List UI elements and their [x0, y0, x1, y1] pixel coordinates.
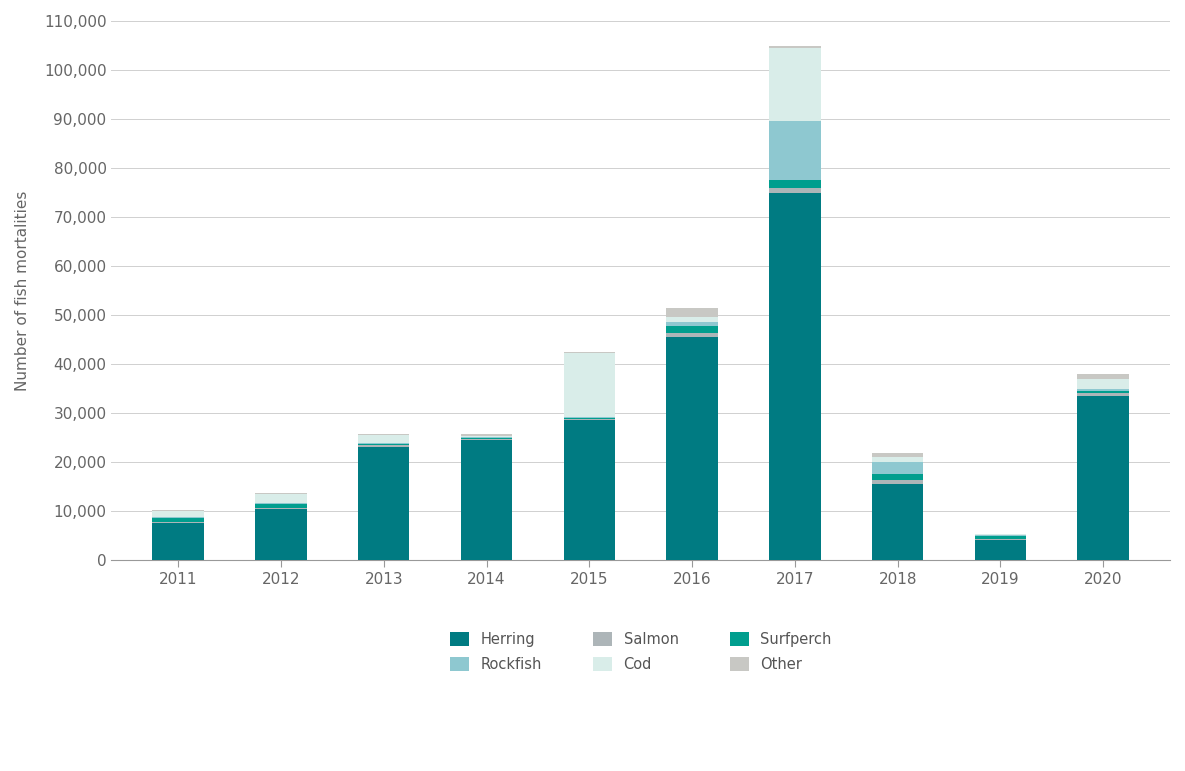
Bar: [1077, 396, 1129, 561]
Bar: [1077, 379, 1129, 389]
Bar: [564, 352, 615, 353]
Bar: [975, 535, 1026, 536]
Bar: [1077, 391, 1129, 393]
Bar: [564, 353, 615, 417]
Bar: [666, 308, 718, 317]
Bar: [358, 446, 410, 447]
Bar: [769, 193, 820, 561]
Bar: [769, 45, 820, 48]
Bar: [564, 419, 615, 420]
Bar: [255, 509, 307, 561]
Bar: [872, 453, 923, 457]
Bar: [1077, 393, 1129, 396]
Bar: [564, 420, 615, 561]
Bar: [1077, 375, 1129, 379]
Bar: [666, 337, 718, 561]
Y-axis label: Number of fish mortalities: Number of fish mortalities: [15, 190, 30, 391]
Bar: [358, 435, 410, 443]
Bar: [1077, 389, 1129, 391]
Bar: [564, 417, 615, 418]
Bar: [975, 540, 1026, 561]
Bar: [461, 438, 512, 439]
Bar: [769, 180, 820, 187]
Bar: [975, 536, 1026, 539]
Bar: [461, 440, 512, 561]
Bar: [153, 510, 204, 517]
Bar: [872, 457, 923, 462]
Bar: [872, 484, 923, 561]
Legend: Herring, Rockfish, Salmon, Cod, Surfperch, Other: Herring, Rockfish, Salmon, Cod, Surfperc…: [450, 632, 832, 672]
Bar: [153, 522, 204, 524]
Bar: [769, 48, 820, 122]
Bar: [666, 322, 718, 326]
Bar: [666, 333, 718, 337]
Bar: [769, 187, 820, 193]
Bar: [769, 122, 820, 180]
Bar: [461, 434, 512, 436]
Bar: [872, 474, 923, 480]
Bar: [153, 517, 204, 518]
Bar: [255, 503, 307, 504]
Bar: [564, 418, 615, 419]
Bar: [358, 447, 410, 561]
Bar: [666, 326, 718, 333]
Bar: [461, 439, 512, 440]
Bar: [255, 508, 307, 509]
Bar: [461, 436, 512, 437]
Bar: [358, 434, 410, 435]
Bar: [666, 317, 718, 322]
Bar: [153, 518, 204, 522]
Bar: [872, 480, 923, 484]
Bar: [255, 493, 307, 494]
Bar: [872, 462, 923, 474]
Bar: [153, 524, 204, 561]
Bar: [358, 443, 410, 446]
Bar: [255, 494, 307, 503]
Bar: [255, 504, 307, 508]
